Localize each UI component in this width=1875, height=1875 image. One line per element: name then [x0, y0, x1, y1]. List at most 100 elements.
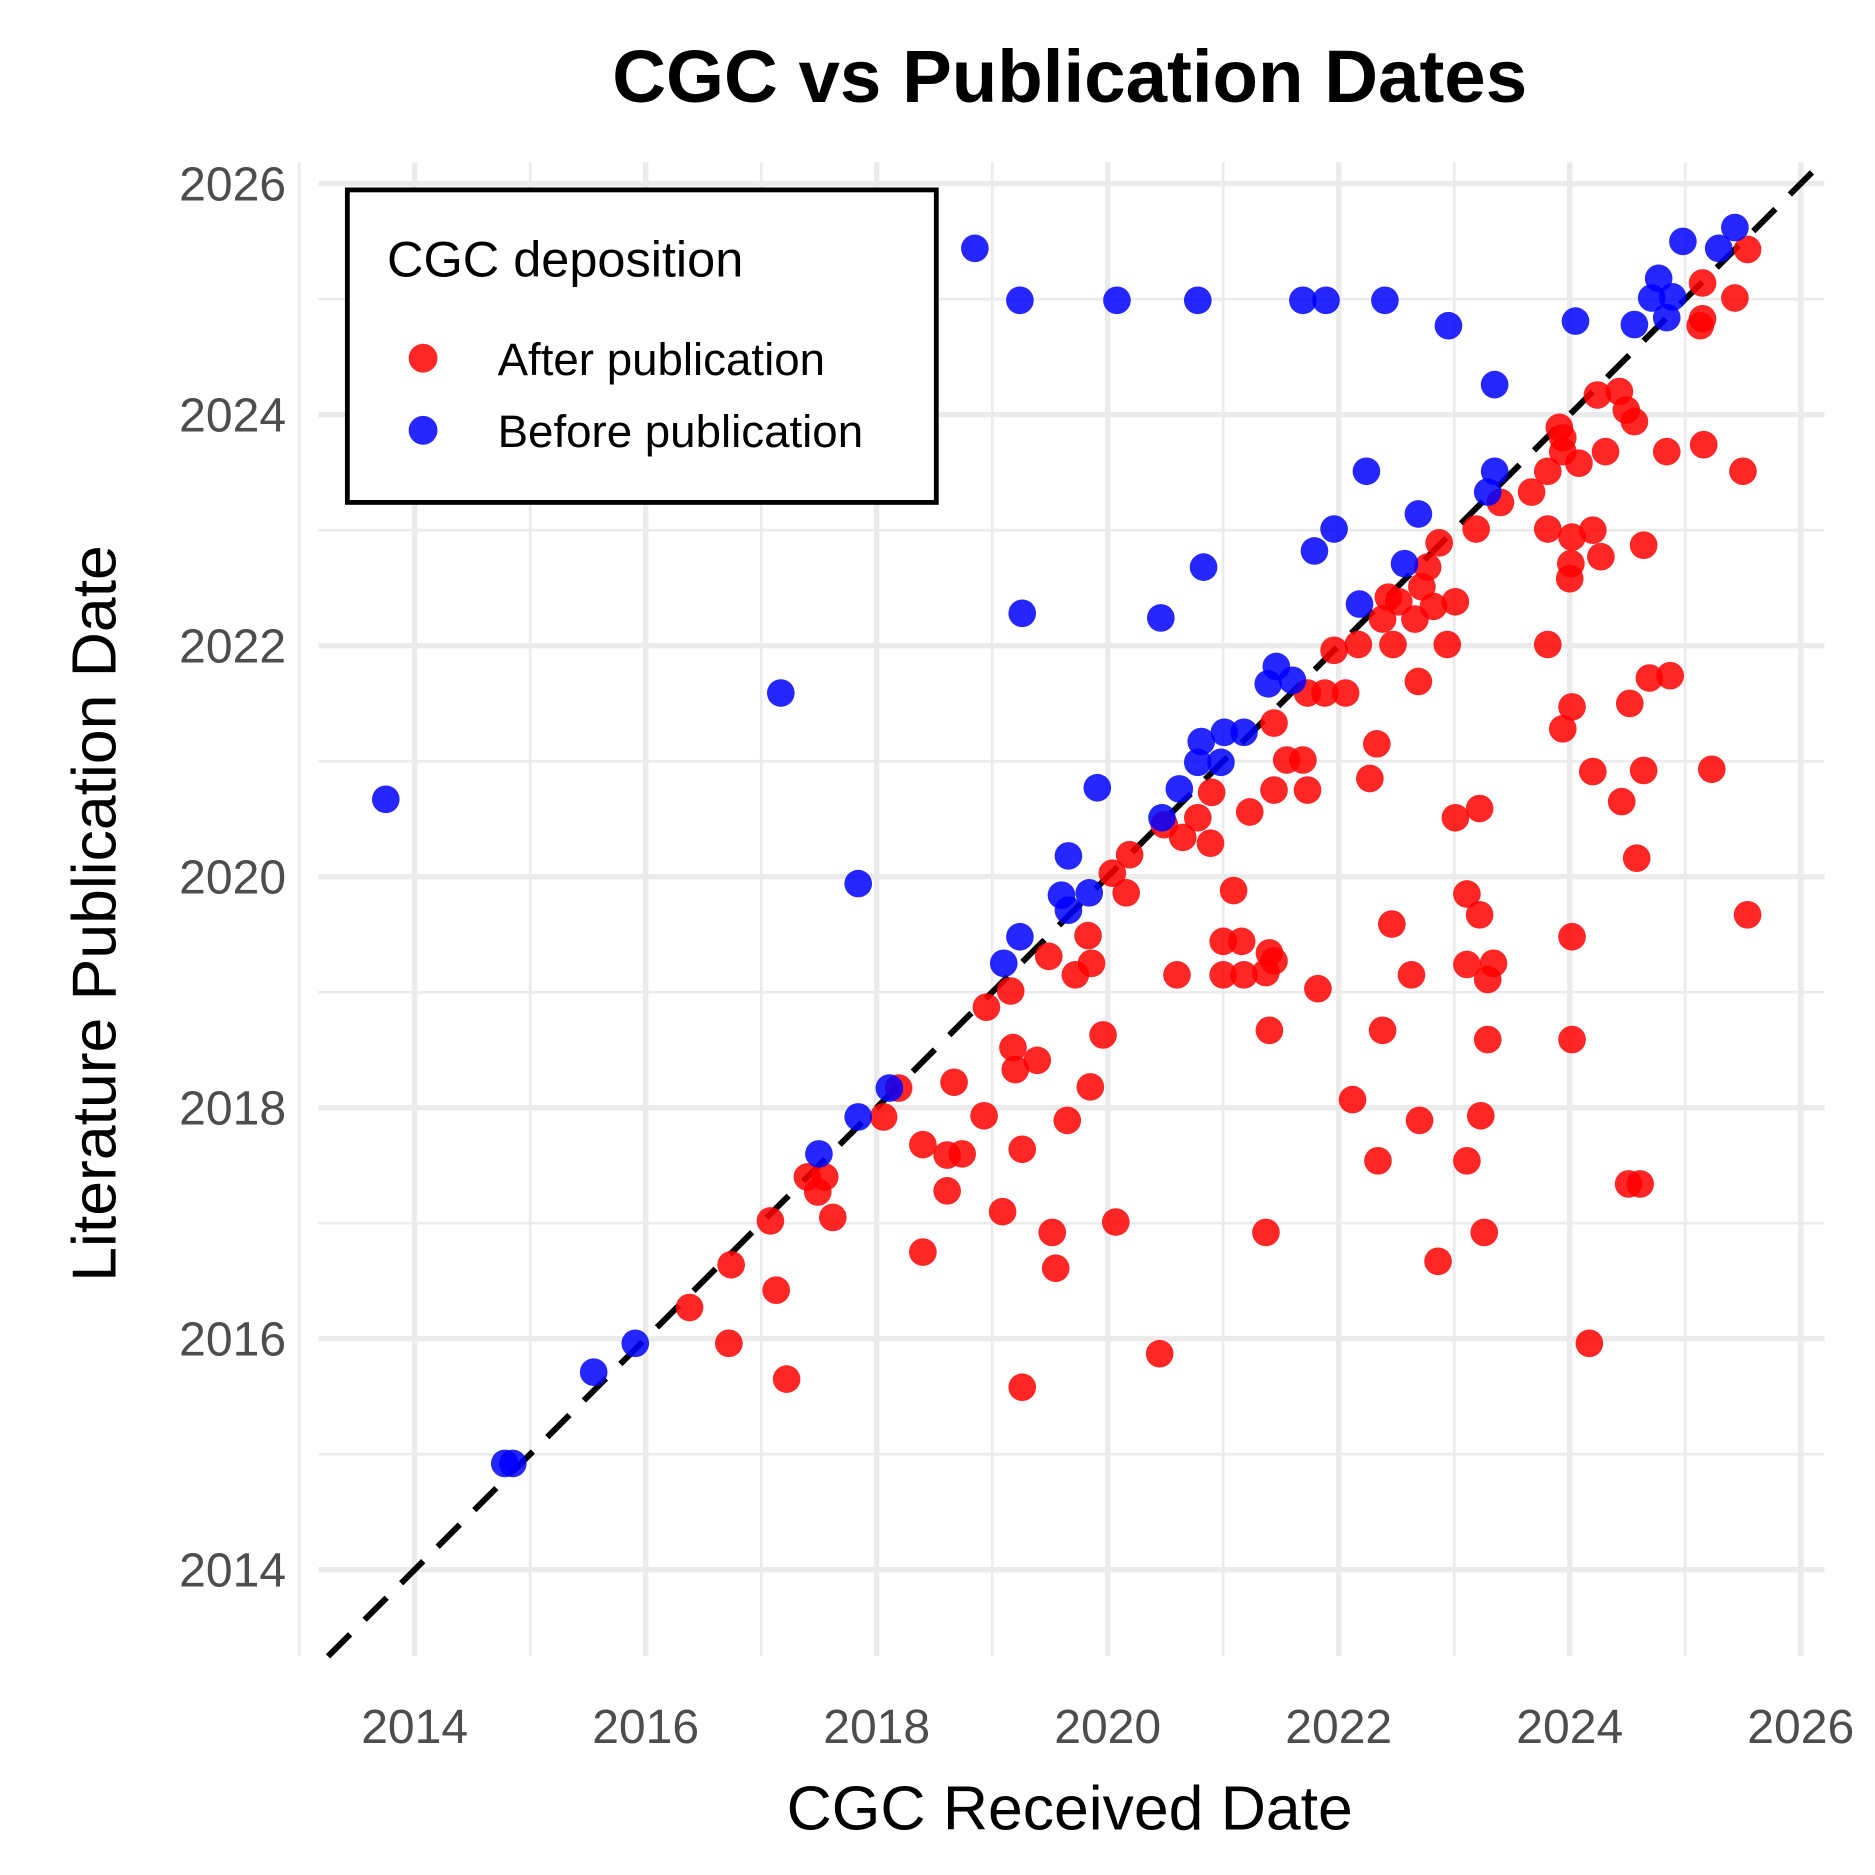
point-after-publication	[1235, 798, 1264, 826]
y-axis-ticks: 2014 2016 2018 2020 2022 2024 2026	[179, 157, 286, 1597]
point-after-publication	[1441, 587, 1470, 616]
point-after-publication	[1384, 587, 1413, 616]
point-after-publication	[1008, 1135, 1037, 1164]
point-after-publication	[1331, 679, 1360, 707]
point-after-publication	[1112, 879, 1140, 907]
point-after-publication	[1197, 778, 1226, 807]
point-after-publication	[1008, 1373, 1037, 1402]
point-after-publication	[1304, 974, 1332, 1003]
point-after-publication	[715, 1329, 743, 1358]
point-after-publication	[1689, 430, 1718, 459]
point-before-publication	[1054, 842, 1083, 870]
point-after-publication	[1533, 457, 1562, 486]
point-before-publication	[844, 1103, 873, 1131]
point-before-publication	[1300, 537, 1329, 565]
point-before-publication	[1187, 727, 1216, 756]
point-after-publication	[1622, 844, 1651, 873]
point-after-publication	[933, 1177, 961, 1205]
point-after-publication	[1364, 1147, 1392, 1175]
point-before-publication	[371, 785, 400, 814]
point-after-publication	[1558, 693, 1586, 721]
x-tick-label: 2022	[1285, 1700, 1392, 1754]
y-tick-label: 2020	[179, 851, 286, 905]
point-before-publication	[766, 679, 795, 707]
point-before-publication	[1230, 718, 1258, 747]
point-before-publication	[1320, 515, 1348, 543]
point-after-publication	[803, 1178, 832, 1206]
point-after-publication	[772, 1365, 801, 1393]
point-after-publication	[1115, 840, 1144, 869]
legend-label-before: Before publication	[498, 406, 863, 457]
point-after-publication	[1557, 549, 1585, 578]
point-before-publication	[1103, 286, 1131, 315]
point-after-publication	[1311, 679, 1339, 707]
point-after-publication	[1196, 829, 1225, 858]
point-after-publication	[1405, 1106, 1434, 1135]
point-after-publication	[999, 1033, 1027, 1062]
point-before-publication	[579, 1358, 608, 1387]
point-before-publication	[1075, 879, 1104, 907]
point-after-publication	[1255, 1016, 1284, 1045]
point-before-publication	[1480, 457, 1509, 486]
point-after-publication	[1320, 636, 1348, 665]
point-after-publication	[940, 1068, 968, 1097]
point-after-publication	[1591, 437, 1620, 466]
point-after-publication	[1558, 523, 1586, 551]
y-tick-label: 2022	[179, 620, 286, 674]
point-after-publication	[1697, 755, 1726, 784]
point-before-publication	[1658, 283, 1687, 311]
point-after-publication	[1453, 950, 1481, 979]
point-before-publication	[1083, 773, 1112, 802]
point-after-publication	[1077, 949, 1106, 978]
point-before-publication	[1207, 748, 1235, 777]
point-after-publication	[1473, 1025, 1502, 1054]
point-after-publication	[1023, 1046, 1052, 1075]
point-after-publication	[1041, 1254, 1070, 1283]
point-before-publication	[844, 869, 873, 898]
point-before-publication	[1006, 286, 1034, 315]
point-after-publication	[1368, 1016, 1397, 1045]
point-after-publication	[1688, 304, 1717, 333]
point-after-publication	[1098, 859, 1127, 888]
point-after-publication	[762, 1276, 791, 1305]
point-after-publication	[1433, 630, 1462, 659]
point-before-publication	[805, 1140, 833, 1168]
point-after-publication	[1652, 437, 1681, 466]
point-after-publication	[1629, 756, 1658, 785]
point-after-publication	[948, 1140, 976, 1168]
point-after-publication	[1413, 553, 1442, 581]
point-before-publication	[499, 1449, 527, 1478]
point-after-publication	[1607, 787, 1636, 816]
point-after-publication	[1419, 592, 1448, 621]
point-after-publication	[1260, 776, 1288, 804]
point-after-publication	[1565, 449, 1593, 477]
points	[371, 213, 1762, 1478]
legend-marker-after	[408, 343, 438, 373]
point-before-publication	[1008, 599, 1037, 628]
point-after-publication	[1466, 1101, 1495, 1130]
point-after-publication	[1379, 630, 1407, 659]
point-after-publication	[1168, 823, 1197, 852]
point-after-publication	[1163, 961, 1191, 989]
point-before-publication	[1473, 478, 1502, 506]
point-after-publication	[1441, 803, 1470, 832]
point-after-publication	[717, 1250, 745, 1279]
legend-box	[344, 187, 939, 505]
point-after-publication	[996, 977, 1025, 1005]
point-after-publication	[1465, 900, 1494, 929]
legend-marker-before	[408, 415, 438, 445]
point-before-publication	[1189, 553, 1218, 581]
point-before-publication	[989, 949, 1018, 978]
point-before-publication	[1620, 310, 1649, 339]
point-after-publication	[1260, 709, 1288, 737]
point-after-publication	[1533, 515, 1562, 543]
point-before-publication	[1704, 234, 1733, 263]
point-after-publication	[1615, 689, 1644, 718]
point-after-publication	[1209, 961, 1238, 989]
point-after-publication	[1362, 730, 1391, 758]
point-after-publication	[1470, 1218, 1499, 1247]
point-after-publication	[1053, 1106, 1082, 1135]
point-before-publication	[1480, 370, 1509, 399]
